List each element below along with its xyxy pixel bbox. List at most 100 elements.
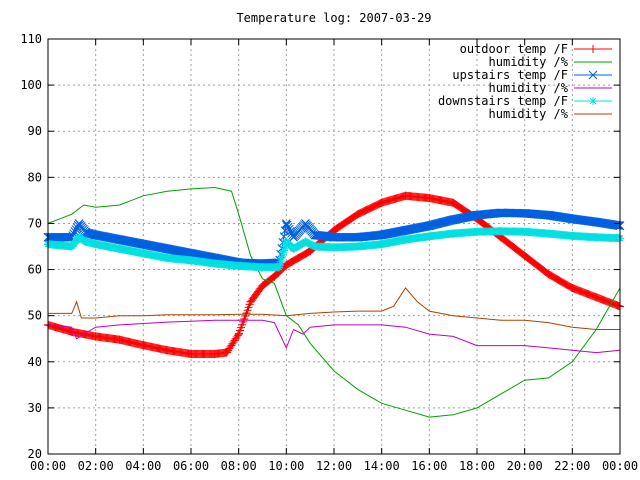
data-point — [234, 330, 243, 339]
chart-title: Temperature log: 2007-03-29 — [236, 11, 431, 25]
data-point — [352, 210, 361, 219]
data-point — [115, 244, 124, 253]
y-tick-label: 70 — [28, 216, 42, 230]
data-point — [550, 273, 559, 282]
series-line — [47, 319, 621, 354]
data-point — [210, 259, 219, 268]
data-point — [233, 331, 242, 340]
x-tick-label: 00:00 — [30, 459, 66, 473]
data-point — [115, 235, 124, 244]
data-point — [353, 242, 362, 251]
data-point — [376, 199, 385, 208]
x-tick-label: 00:00 — [602, 459, 638, 473]
data-point — [62, 232, 72, 242]
data-point — [425, 194, 434, 203]
data-point — [289, 244, 298, 253]
data-point — [230, 336, 239, 345]
data-point — [277, 253, 286, 262]
data-point — [139, 249, 148, 258]
legend-label: outdoor temp /F — [460, 42, 568, 56]
data-point — [282, 260, 291, 269]
legend-label: humidity /% — [489, 107, 569, 121]
data-point — [329, 232, 339, 242]
data-point — [162, 244, 172, 254]
data-point — [138, 239, 148, 249]
data-point — [115, 335, 124, 344]
data-point — [449, 198, 458, 207]
x-tick-label: 08:00 — [221, 459, 257, 473]
data-point — [278, 250, 287, 259]
x-tick-label: 14:00 — [364, 459, 400, 473]
data-point — [563, 280, 572, 289]
data-point — [367, 203, 376, 212]
data-point — [374, 200, 383, 209]
data-point — [549, 272, 558, 281]
data-point — [568, 284, 577, 292]
data-point — [359, 207, 368, 216]
data-point — [401, 226, 410, 235]
data-point — [365, 204, 374, 213]
series-3 — [43, 208, 625, 268]
data-point — [310, 230, 320, 240]
x-tick-label: 06:00 — [173, 459, 209, 473]
data-point — [377, 198, 386, 207]
data-point — [591, 217, 601, 227]
data-point — [67, 242, 76, 251]
data-point — [187, 256, 195, 265]
data-point — [306, 247, 315, 256]
data-point — [281, 242, 290, 251]
data-point — [355, 209, 364, 218]
data-point — [361, 206, 370, 215]
data-point — [210, 349, 219, 358]
data-point — [357, 208, 366, 217]
legend-label: downstairs temp /F — [438, 94, 568, 108]
data-point — [564, 281, 573, 290]
y-tick-label: 80 — [28, 170, 42, 184]
data-point — [294, 254, 303, 263]
data-point — [353, 210, 362, 219]
data-point — [543, 269, 552, 278]
data-point — [289, 232, 298, 242]
data-point — [520, 227, 529, 236]
data-point — [544, 210, 553, 220]
data-point — [289, 256, 298, 265]
y-tick-label: 90 — [28, 124, 42, 138]
data-point — [551, 274, 560, 283]
data-point — [301, 237, 310, 246]
x-tick-label: 20:00 — [507, 459, 543, 473]
data-point — [228, 339, 237, 348]
data-point — [567, 283, 576, 292]
y-tick-label: 20 — [28, 447, 42, 461]
data-point — [229, 338, 238, 347]
series-2 — [47, 186, 621, 418]
legend-label: humidity /% — [489, 55, 569, 69]
data-point — [282, 237, 291, 246]
y-tick-label: 100 — [20, 78, 42, 92]
data-point — [559, 279, 568, 288]
data-point — [545, 270, 554, 279]
data-point — [310, 242, 319, 251]
data-point — [296, 252, 305, 261]
data-point — [227, 341, 236, 350]
data-point — [360, 207, 369, 216]
data-point — [472, 210, 482, 220]
data-point — [555, 276, 564, 285]
data-point — [371, 201, 380, 210]
data-point — [567, 214, 577, 224]
legend-label: humidity /% — [489, 81, 569, 95]
data-point — [372, 201, 381, 210]
data-point — [362, 206, 371, 215]
data-point — [290, 256, 299, 265]
data-point — [300, 250, 309, 259]
data-point — [351, 211, 360, 220]
data-point — [548, 272, 557, 281]
data-point — [287, 257, 296, 266]
data-point — [449, 229, 458, 238]
data-point — [377, 230, 387, 240]
data-point — [544, 229, 553, 238]
data-point — [566, 282, 575, 291]
data-point — [222, 348, 231, 357]
data-point — [270, 272, 279, 281]
